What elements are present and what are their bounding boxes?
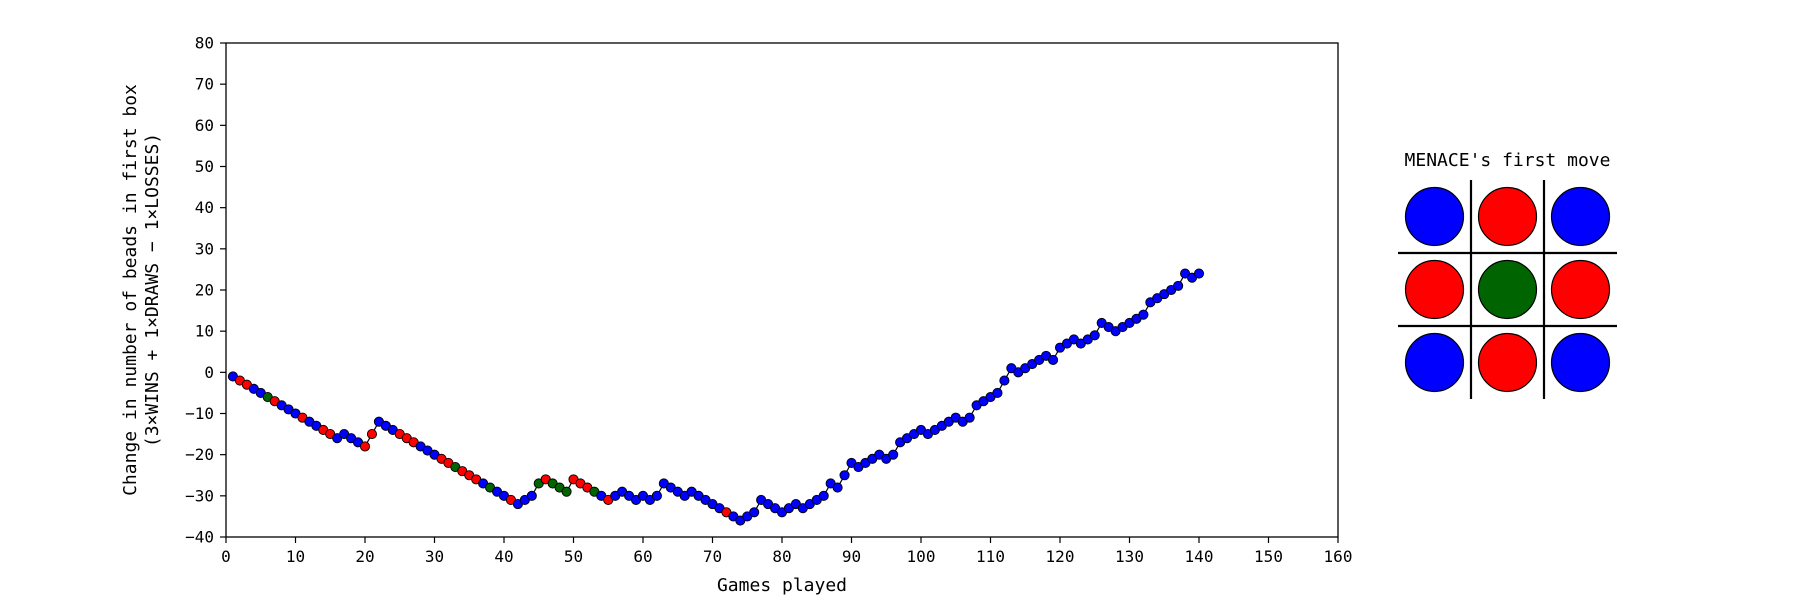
- data-point-red: [366, 429, 378, 440]
- data-point-blue: [1173, 280, 1184, 291]
- y-tick-label: 30: [195, 239, 214, 258]
- data-point-blue: [749, 507, 760, 518]
- menace-board: MENACE's first move: [1398, 150, 1617, 399]
- data-point-blue: [1089, 330, 1100, 341]
- board-cells: [1404, 186, 1611, 393]
- x-tick-label: 80: [772, 547, 791, 566]
- data-point-blue: [999, 375, 1010, 386]
- y-tick-label: 60: [195, 116, 214, 135]
- x-tick-label: 160: [1324, 547, 1353, 566]
- y-tick-label: 20: [195, 281, 214, 300]
- board-cell-bead-9: [1550, 332, 1611, 393]
- y-tick-label: −30: [185, 486, 214, 505]
- x-axis-ticks: 0 10 20 30 40 50 60 70 80 90 100 110 120 130 140 150 160: [221, 537, 1352, 566]
- x-tick-label: 120: [1046, 547, 1075, 566]
- x-axis-label: Games played: [717, 575, 847, 596]
- y-tick-label: 50: [195, 157, 214, 176]
- x-tick-label: 140: [1185, 547, 1214, 566]
- board-grid-lines: [1398, 180, 1617, 399]
- data-point-red: [359, 441, 371, 452]
- x-tick-label: 20: [355, 547, 374, 566]
- data-point-green: [561, 486, 572, 497]
- board-cell-bead-7: [1404, 332, 1465, 393]
- x-tick-label: 90: [842, 547, 861, 566]
- x-tick-label: 30: [425, 547, 444, 566]
- y-axis-ticks: −40 −30 −20 −10 0 10 20 30 40 50 60 70 80: [185, 34, 226, 547]
- plot-area: 0 10 20 30 40 50 60 70 80 90 100 110 120 130 140 150 160…: [120, 34, 1352, 597]
- x-tick-label: 0: [221, 547, 231, 566]
- x-tick-label: 50: [564, 547, 583, 566]
- board-cell-bead-4: [1404, 259, 1465, 320]
- board-cell-bead-5: [1477, 259, 1538, 320]
- y-tick-label: 10: [195, 322, 214, 341]
- x-tick-label: 40: [494, 547, 513, 566]
- x-tick-label: 10: [286, 547, 305, 566]
- y-tick-label: −20: [185, 445, 214, 464]
- board-cell-bead-1: [1404, 186, 1465, 247]
- x-tick-label: 100: [907, 547, 936, 566]
- y-tick-label: 80: [195, 34, 214, 53]
- board-cell-bead-6: [1550, 259, 1611, 320]
- data-point-blue: [1048, 354, 1059, 366]
- x-tick-label: 110: [976, 547, 1005, 566]
- y-axis-label: Change in number of beads in first box: [120, 84, 141, 496]
- data-point-blue: [1193, 268, 1205, 279]
- board-cell-bead-2: [1477, 186, 1538, 247]
- data-point-blue: [964, 412, 975, 423]
- trajectory-polyline: [232, 272, 1200, 522]
- x-tick-label: 130: [1115, 547, 1144, 566]
- data-point-blue: [992, 387, 1003, 398]
- x-tick-label: 60: [633, 547, 652, 566]
- trajectory-line: [232, 272, 1200, 522]
- board-cell-bead-8: [1477, 332, 1538, 393]
- y-tick-label: 0: [204, 363, 214, 382]
- y-tick-label: 40: [195, 198, 214, 217]
- y-tick-label: −40: [185, 528, 214, 547]
- data-point-blue: [832, 482, 843, 493]
- data-points: [227, 268, 1205, 526]
- data-point-blue: [526, 490, 537, 501]
- data-point-blue: [818, 490, 829, 501]
- x-tick-label: 70: [703, 547, 722, 566]
- board-cell-bead-3: [1550, 186, 1611, 247]
- data-point-blue: [651, 490, 662, 501]
- data-point-blue: [888, 449, 899, 460]
- y-tick-label: 70: [195, 75, 214, 94]
- board-title: MENACE's first move: [1405, 150, 1611, 171]
- x-tick-label: 150: [1254, 547, 1283, 566]
- y-tick-label: −10: [185, 404, 214, 423]
- y-axis-label-formula: (3×WINS + 1×DRAWS − 1×LOSSES): [142, 133, 163, 447]
- data-point-blue: [839, 470, 850, 481]
- data-point-blue: [1138, 309, 1149, 320]
